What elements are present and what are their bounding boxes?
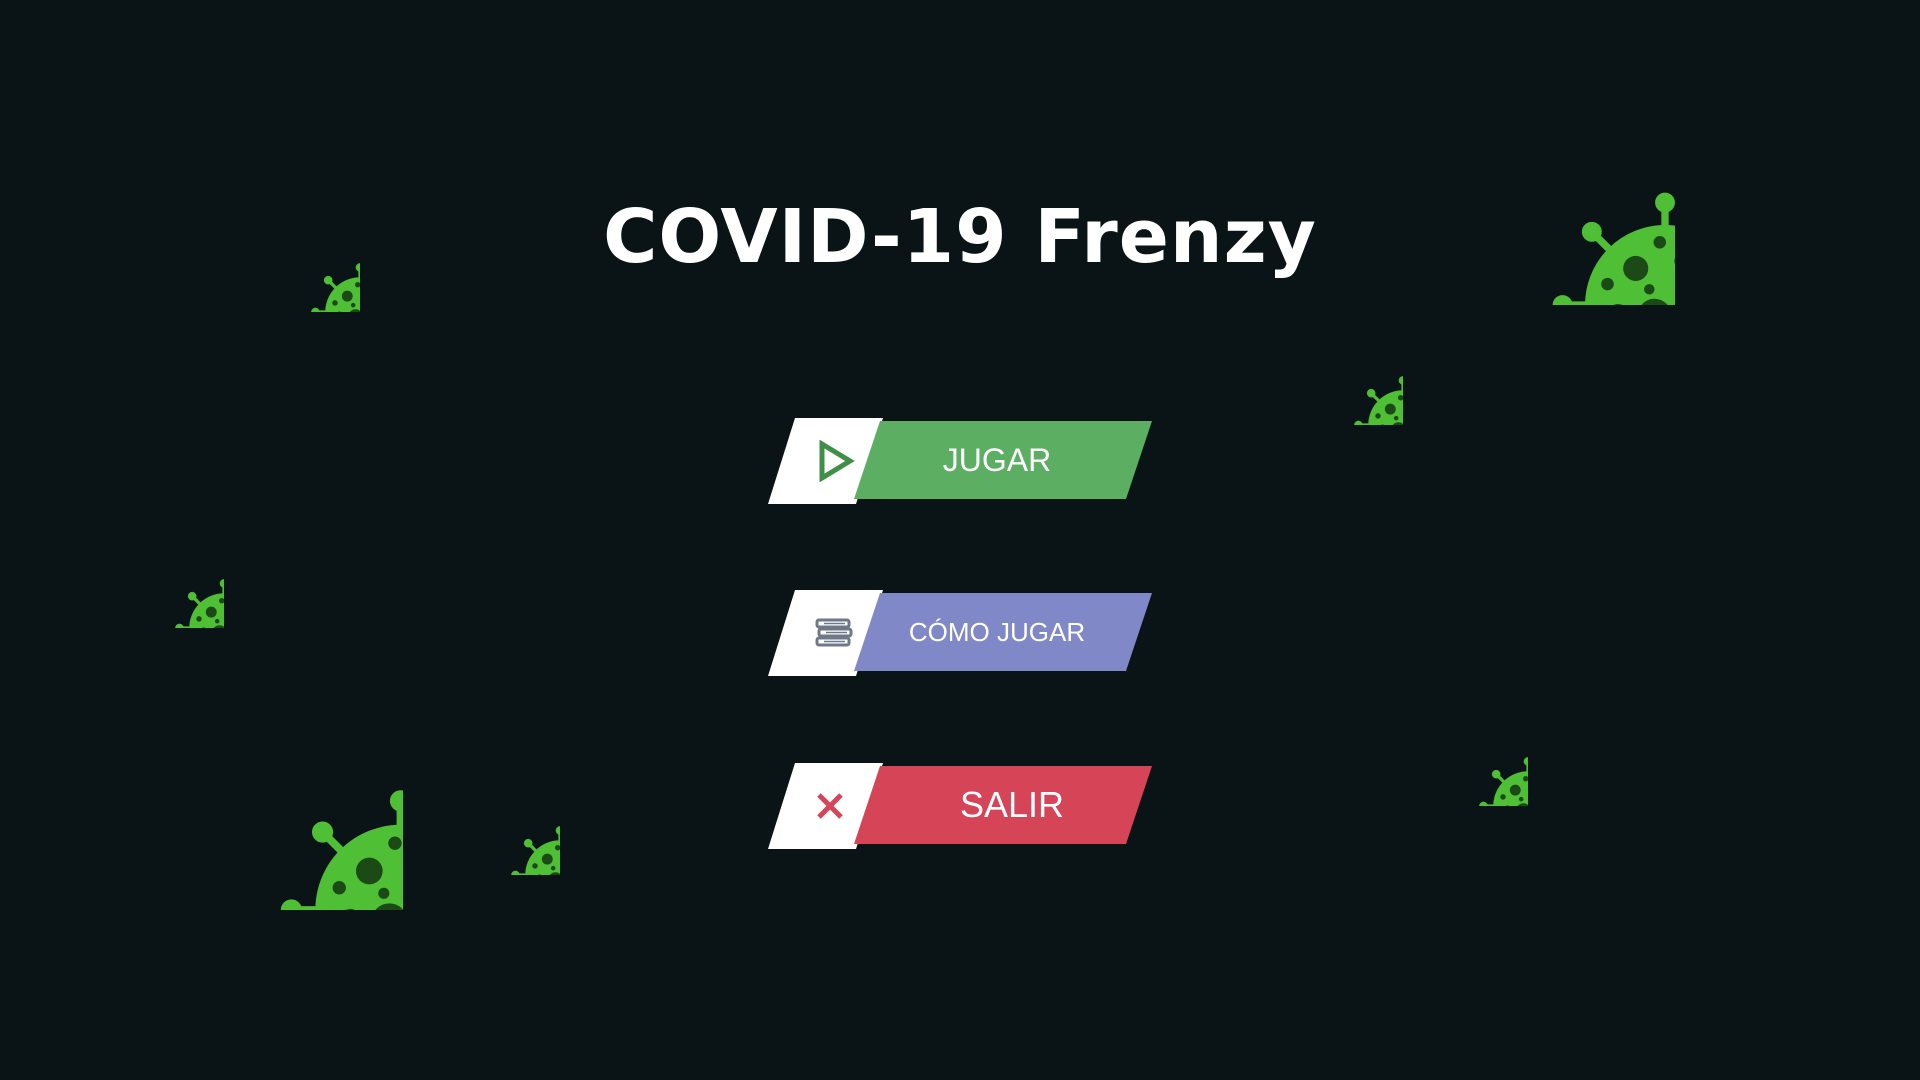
how-to-play-button-bar <box>854 593 1152 671</box>
exit-button-label: SALIR <box>960 784 1065 825</box>
exit-button-bar <box>854 766 1152 844</box>
virus-icon <box>1303 325 1403 425</box>
virus-icon <box>460 775 560 875</box>
how-to-play-button[interactable]: CÓMO JUGAR <box>768 590 1152 676</box>
virus-icon <box>124 528 224 628</box>
virus-icon <box>1428 706 1528 806</box>
game-title: COVID-19 Frenzy <box>603 194 1317 280</box>
play-button[interactable]: JUGAR <box>768 418 1152 504</box>
exit-button[interactable]: SALIR <box>768 763 1152 849</box>
close-x-icon <box>800 763 860 849</box>
play-button-label: JUGAR <box>942 441 1052 478</box>
how-to-play-button-label: CÓMO JUGAR <box>908 616 1086 647</box>
book-stack-icon <box>804 590 864 676</box>
virus-icon <box>153 665 403 910</box>
play-triangle-icon <box>806 418 866 504</box>
play-button-bar <box>854 421 1152 499</box>
